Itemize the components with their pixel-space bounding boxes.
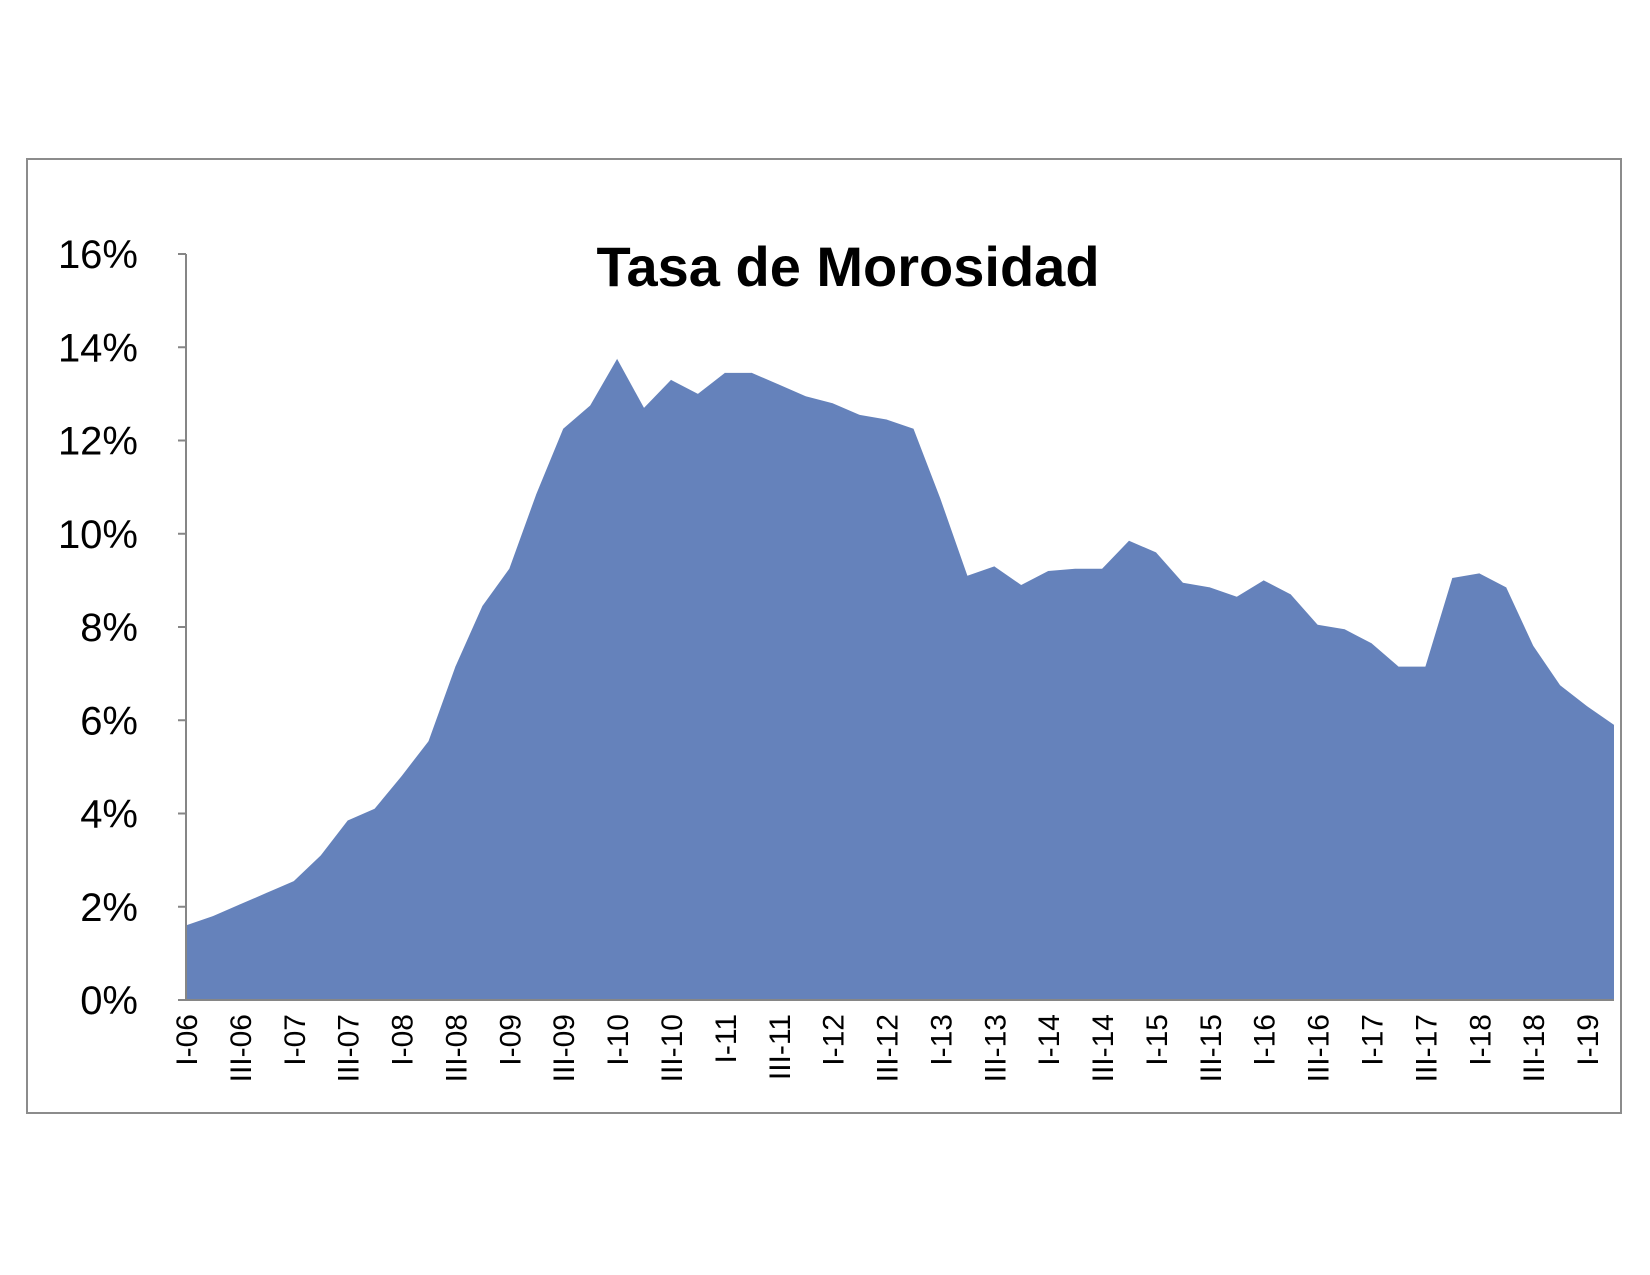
y-tick-label: 6%	[80, 699, 138, 743]
x-tick-label: I-17	[1357, 1014, 1390, 1066]
x-tick-label: III-12	[872, 1014, 905, 1082]
y-tick-label: 10%	[58, 513, 138, 557]
x-tick-label: I-09	[494, 1014, 527, 1066]
area-series	[185, 358, 1615, 1000]
axes	[185, 254, 1614, 1001]
x-tick-label: I-13	[925, 1014, 958, 1066]
y-tick-label: 4%	[80, 793, 138, 837]
x-tick-label: III-16	[1303, 1014, 1336, 1082]
x-tick-label: I-16	[1249, 1014, 1282, 1066]
y-tick-label: 16%	[58, 233, 138, 277]
x-axis-ticks: I-06 III-06 I-07 III-07 I-08 III-08 I-09 III-09…	[171, 1014, 1605, 1082]
x-tick-label: III-09	[548, 1014, 581, 1082]
x-tick-label: I-14	[1033, 1014, 1066, 1066]
y-tick-label: 12%	[58, 420, 138, 464]
x-tick-label: I-06	[171, 1014, 204, 1066]
y-tick-label: 0%	[80, 979, 138, 1023]
y-tick-label: 2%	[80, 886, 138, 930]
chart-title: Tasa de Morosidad	[596, 235, 1099, 298]
y-tick-label: 8%	[80, 606, 138, 650]
x-tick-label: I-11	[710, 1014, 743, 1063]
x-tick-label: I-07	[279, 1014, 312, 1066]
area-fill	[186, 358, 1614, 1000]
x-tick-label: III-17	[1410, 1014, 1443, 1082]
x-tick-label: III-07	[333, 1014, 366, 1082]
x-tick-label: III-14	[1087, 1014, 1120, 1082]
x-tick-label: III-11	[764, 1014, 797, 1080]
x-tick-label: III-08	[440, 1014, 473, 1082]
x-tick-label: I-12	[818, 1014, 851, 1066]
x-tick-label: I-08	[387, 1014, 420, 1066]
x-tick-label: I-10	[602, 1014, 635, 1066]
x-tick-label: III-10	[656, 1014, 689, 1082]
y-axis-ticks: 0% 2% 4% 6% 8% 10% 12% 14% 16%	[58, 233, 186, 1023]
y-tick-label: 14%	[58, 326, 138, 370]
x-tick-label: I-19	[1572, 1014, 1605, 1066]
x-tick-label: III-18	[1518, 1014, 1551, 1082]
x-tick-label: III-13	[979, 1014, 1012, 1082]
x-tick-label: I-15	[1141, 1014, 1174, 1066]
x-tick-label: III-15	[1195, 1014, 1228, 1082]
x-tick-label: III-06	[225, 1014, 258, 1082]
x-tick-label: I-18	[1464, 1014, 1497, 1066]
